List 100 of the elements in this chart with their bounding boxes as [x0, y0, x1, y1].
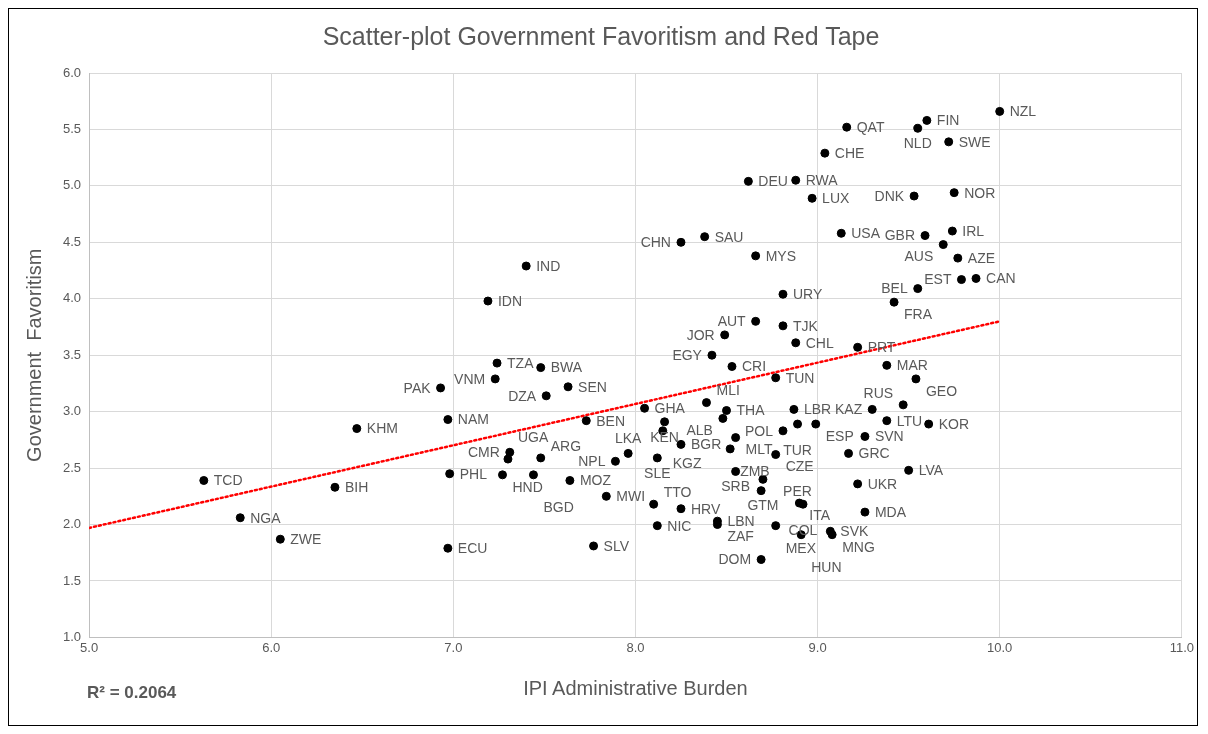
data-label: UKR — [867, 475, 898, 492]
data-label: CAN — [986, 270, 1016, 287]
chart-title: Scatter-plot Government Favoritism and Red Tape — [322, 21, 880, 50]
y-tick-label: 2.0 — [62, 516, 82, 532]
data-label: HUN — [811, 558, 842, 575]
data-label: NPL — [578, 453, 606, 470]
data-label: AUS — [904, 248, 934, 265]
data-label: BWA — [550, 359, 583, 376]
data-label: MLI — [716, 382, 740, 399]
data-label: KAZ — [834, 401, 863, 418]
data-label: TJK — [792, 317, 819, 334]
data-label: EST — [924, 271, 952, 288]
x-tick-label: 9.0 — [808, 639, 827, 655]
data-label: USA — [851, 225, 881, 242]
data-label: RWA — [805, 172, 839, 189]
x-tick-label: 7.0 — [444, 639, 463, 655]
data-label: ITA — [809, 506, 831, 523]
data-label: MOZ — [579, 472, 612, 489]
data-label: LUX — [822, 190, 851, 207]
data-label: URY — [792, 286, 823, 303]
data-label: BGD — [543, 498, 574, 515]
data-label: CMR — [467, 444, 500, 461]
data-label: NOR — [964, 184, 996, 201]
data-label: CRI — [741, 358, 767, 375]
data-label: GHA — [654, 400, 686, 417]
data-label: ARG — [550, 437, 582, 454]
data-label: BEL — [881, 280, 908, 297]
data-label: MWI — [616, 488, 646, 505]
data-label: FIN — [936, 112, 960, 129]
data-label: QAT — [856, 119, 885, 136]
data-label: MAR — [896, 357, 928, 374]
data-label: BGR — [690, 436, 722, 453]
data-label: MLT — [745, 441, 774, 458]
y-tick-label: 3.5 — [62, 346, 82, 362]
data-label: GRC — [858, 445, 890, 462]
data-label: PER — [783, 482, 812, 499]
data-label: SEN — [578, 378, 607, 395]
data-label: CHN — [640, 234, 671, 251]
data-label: BIH — [344, 479, 369, 496]
data-label: IRL — [962, 222, 985, 239]
data-label: TUN — [785, 369, 815, 386]
data-label: TTO — [663, 484, 692, 501]
y-axis-title: Government Favoritism — [22, 248, 45, 462]
data-label: ZAF — [727, 528, 754, 545]
data-label: SRB — [721, 478, 751, 495]
data-label: SAU — [714, 228, 744, 245]
data-label: TCD — [213, 472, 243, 489]
data-label: NGA — [250, 509, 282, 526]
data-label: GBR — [884, 227, 916, 244]
data-label: KOR — [938, 415, 970, 432]
data-label: TZA — [507, 354, 535, 371]
data-label: MDA — [874, 503, 907, 520]
data-label: NIC — [667, 517, 692, 534]
data-label: IDN — [497, 292, 523, 309]
x-tick-label: 10.0 — [987, 639, 1013, 655]
data-label: PAK — [403, 379, 432, 396]
data-label: AUT — [717, 313, 747, 330]
data-label: ESP — [825, 427, 854, 444]
x-tick-label: 6.0 — [262, 639, 281, 655]
data-label: FRA — [904, 306, 933, 323]
data-label: EGY — [672, 347, 703, 364]
data-label: LBN — [727, 512, 755, 529]
data-label: BEN — [596, 412, 626, 429]
data-label: NZL — [1009, 103, 1037, 120]
data-label: SVN — [874, 428, 904, 445]
data-label: DEU — [758, 173, 788, 190]
x-tick-label: 5.0 — [80, 639, 99, 655]
data-label: KEN — [650, 428, 679, 445]
data-label: GEO — [925, 382, 958, 399]
data-label: CHE — [834, 145, 865, 161]
data-label: ALB — [686, 422, 713, 439]
data-label: DNK — [874, 187, 905, 204]
data-label: IND — [536, 257, 561, 274]
data-label: NAM — [457, 411, 489, 428]
data-label: MNG — [842, 538, 875, 555]
data-label: JOR — [686, 326, 715, 343]
data-label: HND — [512, 478, 543, 495]
data-label: CHL — [805, 334, 834, 351]
x-tick-label: 8.0 — [626, 639, 645, 655]
y-tick-label: 6.0 — [62, 64, 82, 80]
y-tick-label: 1.5 — [62, 572, 82, 588]
data-label: ZWE — [290, 531, 322, 548]
data-label: VNM — [454, 370, 486, 387]
y-tick-label: 5.5 — [62, 121, 82, 137]
data-label: LKA — [614, 430, 643, 447]
y-tick-label: 4.0 — [62, 290, 82, 306]
data-label: KHM — [366, 420, 398, 437]
data-label: PHL — [459, 465, 488, 482]
data-label: COL — [788, 522, 818, 539]
data-label: MYS — [765, 247, 796, 264]
data-label: SVK — [840, 523, 869, 540]
y-tick-label: 3.0 — [62, 403, 82, 419]
data-label: DZA — [508, 387, 537, 404]
data-label: CZE — [785, 458, 814, 475]
data-label: LBR — [803, 401, 832, 418]
data-label: THA — [736, 402, 766, 419]
data-label: LVA — [918, 462, 944, 479]
data-label: SWE — [958, 133, 991, 150]
data-label: LTU — [896, 412, 923, 429]
data-label: GTM — [747, 497, 779, 514]
